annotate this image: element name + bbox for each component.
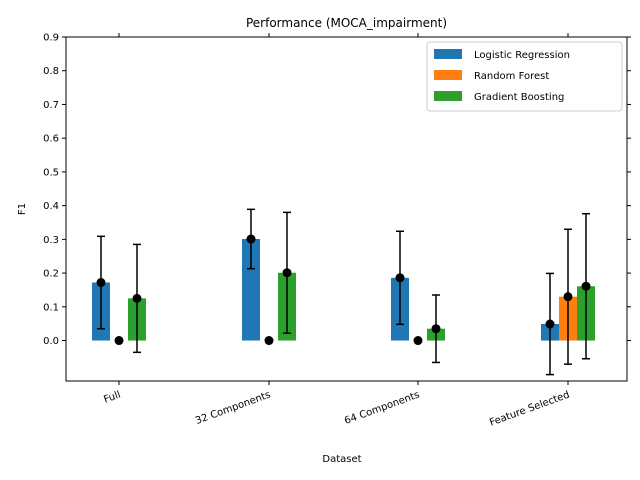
axes-frame [65, 36, 628, 382]
x-tick-label: 64 Components [343, 390, 421, 427]
y-tick-label: 0.0 [43, 336, 59, 347]
mean-marker [395, 273, 405, 283]
legend-box [426, 41, 623, 112]
mean-marker [545, 319, 555, 329]
y-tick-label: 0.3 [43, 235, 59, 246]
y-tick-label: 0.8 [43, 66, 59, 77]
mean-marker [282, 268, 292, 278]
legend-label: Random Forest [474, 71, 549, 82]
bar [242, 239, 260, 341]
mean-marker [114, 336, 124, 346]
y-tick-label: 0.6 [43, 134, 59, 145]
mean-marker [132, 293, 142, 303]
y-tick-label: 0.4 [43, 201, 59, 212]
legend-swatch [434, 70, 462, 80]
mean-marker [413, 336, 423, 346]
mean-marker [264, 336, 274, 346]
legend: Logistic Regression Random Forest Gradient… [426, 41, 623, 112]
error-bars-layer [96, 208, 591, 376]
y-tick-label: 0.9 [43, 33, 59, 44]
y-tick-label: 0.5 [43, 167, 59, 178]
mean-marker [96, 278, 106, 288]
x-axis-label: Dataset [322, 454, 361, 465]
mean-marker [246, 234, 256, 244]
y-tick-label: 0.7 [43, 100, 59, 111]
x-tick-label: Full [102, 390, 122, 406]
y-tick-label: 0.1 [43, 302, 59, 313]
x-tick-label: Feature Selected [488, 390, 571, 429]
legend-label: Gradient Boosting [474, 92, 564, 103]
legend-swatch [434, 49, 462, 59]
y-tick-label: 0.2 [43, 269, 59, 280]
bars-layer [92, 239, 595, 341]
legend-label: Logistic Regression [474, 50, 570, 61]
mean-marker [431, 324, 441, 334]
x-tick-label: 32 Components [194, 390, 272, 427]
mean-marker [563, 292, 573, 302]
legend-swatch [434, 91, 462, 101]
y-axis-label: F1 [17, 203, 28, 215]
chart-title: Performance (MOCA_impairment) [246, 16, 447, 30]
mean-marker [581, 281, 591, 291]
